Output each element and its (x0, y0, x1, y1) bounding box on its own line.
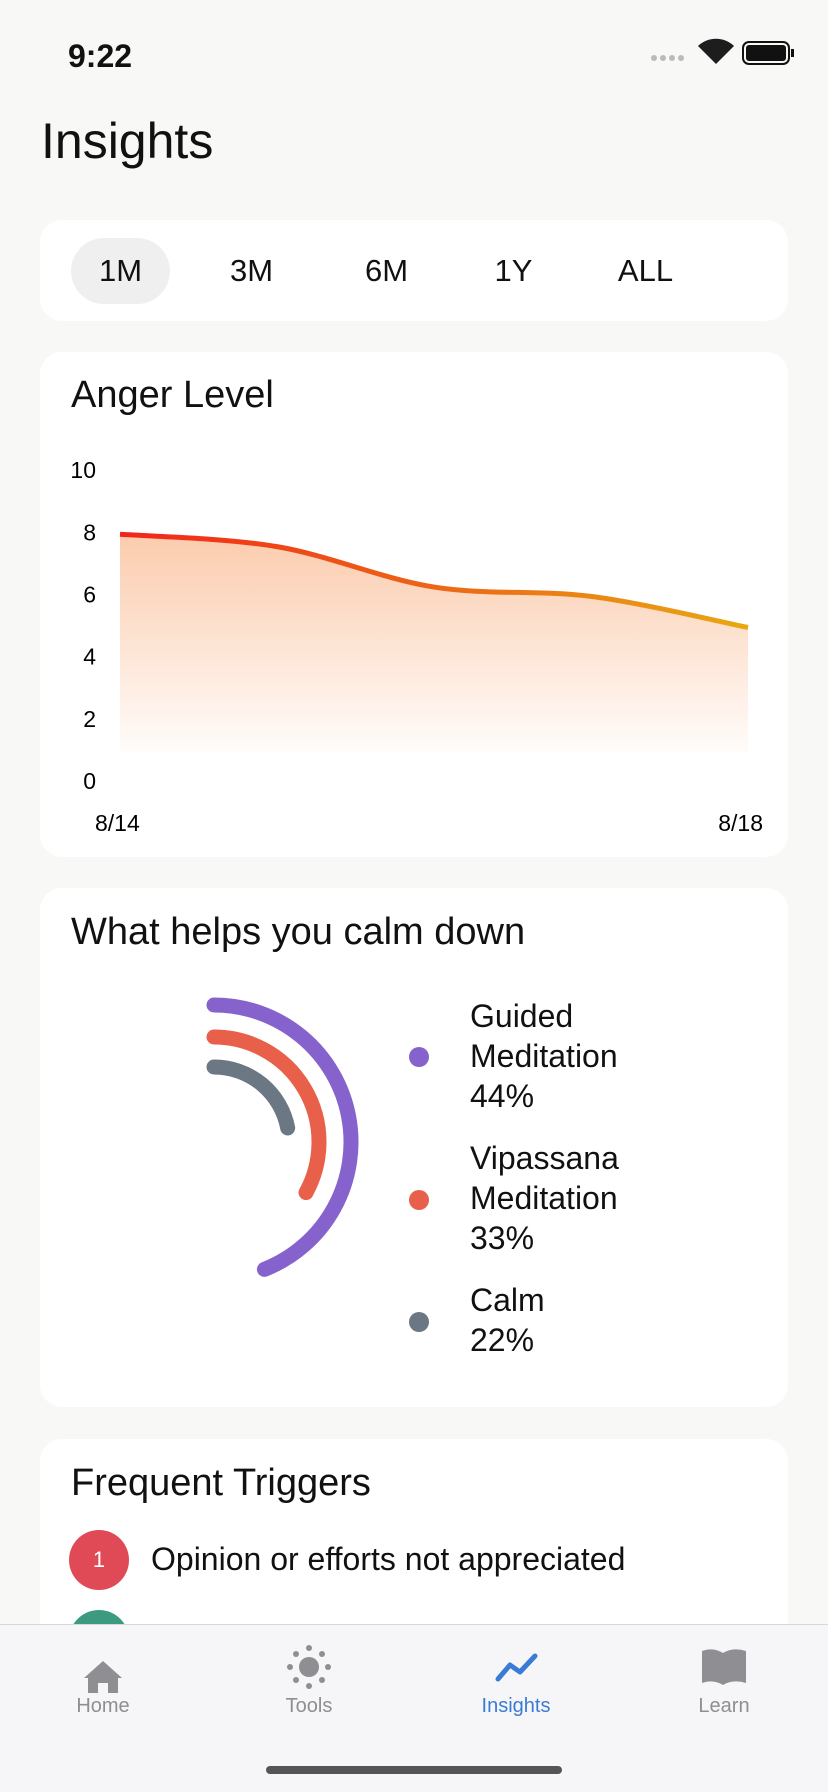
arc (206, 1059, 296, 1136)
legend-label: Guided Meditation (470, 998, 618, 1074)
tab-item[interactable]: Learn (698, 1695, 750, 1717)
page-title: Insights (41, 113, 214, 169)
card-title: Anger Level (71, 374, 274, 416)
tab-bar: Home Tools Insights Learn (0, 1624, 828, 1792)
range-tab[interactable]: 3M (229, 253, 274, 288)
arc (206, 997, 359, 1277)
legend-dot (409, 1190, 429, 1210)
line (119, 531, 749, 630)
trigger-rank: 1 (69, 1530, 129, 1590)
legend-dot (409, 1047, 429, 1067)
status-time: 9:22 (68, 38, 133, 74)
legend-dot (409, 1312, 429, 1332)
legend-item: Calm 22% (470, 1280, 670, 1360)
card-title: What helps you calm down (71, 911, 526, 953)
area (120, 534, 748, 753)
legend-value: 44% (470, 1078, 535, 1114)
y-tick-label: 6 (83, 581, 96, 607)
x-tick-label: 8/14 (95, 810, 140, 836)
y-tick-label: 8 (83, 519, 96, 545)
legend-value: 33% (470, 1220, 535, 1256)
trigger-text: Opinion or efforts not appreciated (151, 1541, 626, 1577)
card-title: Frequent Triggers (71, 1462, 371, 1504)
range-tab[interactable]: 1Y (494, 253, 533, 288)
home-indicator (266, 1766, 562, 1774)
y-tick-label: 4 (83, 644, 96, 670)
x-tick-label: 8/18 (718, 810, 763, 836)
tab-icons (84, 1645, 746, 1693)
legend-label: Vipassana Meditation (470, 1140, 619, 1216)
range-tab[interactable]: ALL (617, 253, 674, 288)
tab-item[interactable]: Insights (481, 1695, 551, 1717)
legend-value: 22% (470, 1322, 535, 1358)
legend-item: Vipassana Meditation 33% (470, 1138, 670, 1258)
legend-label: Calm (470, 1282, 545, 1318)
range-tab[interactable]: 1M (71, 238, 170, 304)
tab-item[interactable]: Tools (285, 1695, 333, 1717)
y-tick-label: 2 (83, 706, 96, 732)
status-icons (651, 38, 794, 65)
y-tick-label: 10 (70, 457, 96, 483)
calm-card: What helps you calm down (40, 888, 788, 1407)
range-tab[interactable]: 6M (364, 253, 409, 288)
y-tick-label: 0 (83, 768, 96, 794)
legend-item: Guided Meditation 44% (470, 996, 670, 1116)
arc (206, 1029, 327, 1201)
tab-item[interactable]: Home (76, 1695, 130, 1717)
